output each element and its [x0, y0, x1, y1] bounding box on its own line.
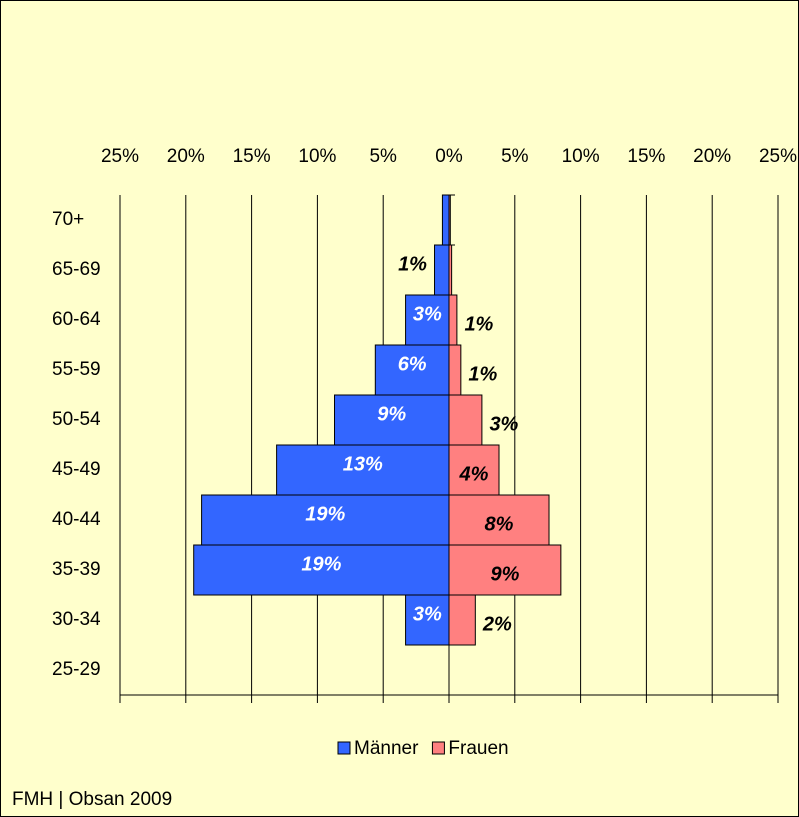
legend-swatch: [337, 741, 351, 755]
data-label: 3%: [489, 413, 518, 435]
y-tick-label: 50-54: [52, 409, 101, 430]
data-label: 1%: [468, 363, 497, 385]
x-tick-label: 25%: [759, 146, 797, 167]
y-tick-label: 45-49: [52, 459, 101, 480]
x-tick-label: 5%: [369, 146, 397, 167]
data-label: 9%: [377, 403, 406, 425]
y-tick-label: 55-59: [52, 359, 101, 380]
data-label: 19%: [305, 503, 345, 525]
bar: [405, 594, 450, 646]
legend-label: Frauen: [448, 738, 508, 759]
bar: [434, 244, 450, 296]
data-label: 3%: [413, 603, 442, 625]
data-label: 13%: [343, 453, 383, 475]
bar: [276, 444, 450, 496]
data-label: 9%: [490, 563, 519, 585]
x-tick-label: 25%: [101, 146, 139, 167]
y-tick-label: 70+: [52, 209, 84, 230]
x-tick-label: 20%: [167, 146, 205, 167]
legend-swatch: [431, 741, 445, 755]
bar: [441, 194, 450, 246]
data-label: 1%: [398, 253, 427, 275]
data-label: 6%: [398, 353, 427, 375]
x-tick-label: 10%: [562, 146, 600, 167]
x-tick-label: 15%: [627, 146, 665, 167]
bar: [374, 344, 450, 396]
x-tick-label: 20%: [693, 146, 731, 167]
bar: [193, 544, 450, 596]
y-tick-label: 60-64: [52, 309, 101, 330]
bar: [405, 294, 450, 346]
x-tick-label: 0%: [435, 146, 463, 167]
bar: [448, 494, 550, 546]
bar: [448, 594, 476, 646]
y-tick-label: 40-44: [52, 509, 101, 530]
data-label: 4%: [459, 463, 489, 485]
y-tick-label: 35-39: [52, 559, 101, 580]
y-tick-label: 30-34: [52, 609, 101, 630]
x-tick-label: 5%: [501, 146, 529, 167]
bar: [448, 344, 462, 396]
data-label: 3%: [413, 303, 442, 325]
data-label: 1%: [464, 313, 493, 335]
source: FMH | Obsan 2009: [12, 789, 172, 810]
data-label: 8%: [485, 513, 514, 535]
data-label: 2%: [482, 613, 512, 635]
x-tick-label: 15%: [233, 146, 271, 167]
bar: [448, 394, 483, 446]
bar: [448, 544, 562, 596]
bar: [201, 494, 450, 546]
bar: [448, 294, 458, 346]
x-tick-label: 10%: [298, 146, 336, 167]
data-label: 19%: [301, 553, 341, 575]
y-tick-label: 25-29: [52, 659, 101, 680]
legend-label: Männer: [354, 738, 419, 759]
y-tick-label: 65-69: [52, 259, 101, 280]
